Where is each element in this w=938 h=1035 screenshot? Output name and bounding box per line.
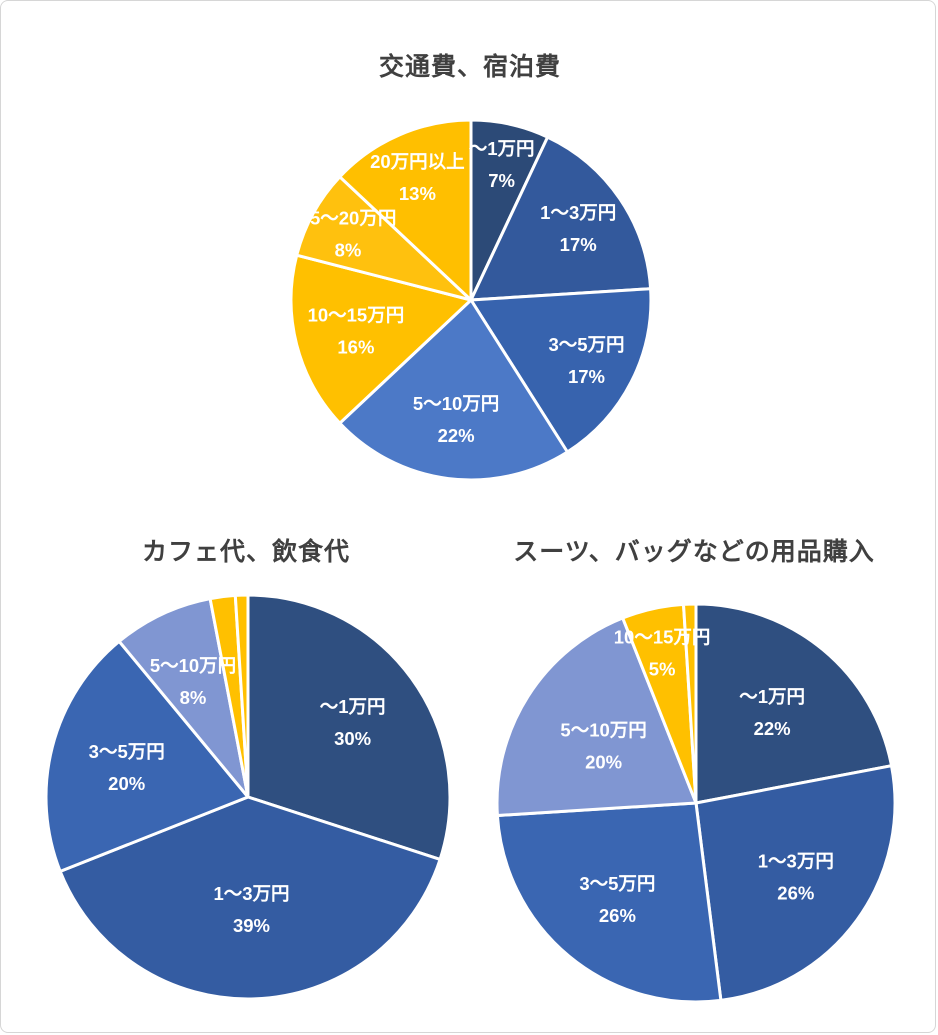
pie-slice <box>289 253 473 425</box>
pie-slice-label: 1～3万円 <box>540 202 616 223</box>
pie-slice-label: ～1万円 <box>469 138 535 159</box>
pie-slice <box>682 602 698 805</box>
pie-slice-label: 5～10万円 <box>413 393 499 414</box>
pie-slice <box>469 287 653 454</box>
pie-slice-label: 5～10万円 <box>150 655 236 676</box>
pie-slice-value: 17% <box>560 234 597 255</box>
pie-slice-label: 10～15万円 <box>614 627 711 648</box>
pie-slice <box>338 118 473 302</box>
pie-slice <box>246 593 452 861</box>
pie-slice-label: 1～3万円 <box>213 883 289 904</box>
pie-slice-label: 20万円以上 <box>370 151 465 172</box>
pie-slice-value: 16% <box>337 337 374 358</box>
pie-slice-label: 3～5万円 <box>579 873 655 894</box>
pie-slice-label: 3～5万円 <box>548 334 624 355</box>
pie-slice <box>233 593 250 799</box>
pie-slice-value: 20% <box>108 773 145 794</box>
pie-slice-value: 39% <box>233 915 270 936</box>
pie-slice-value: 17% <box>568 366 605 387</box>
chart1-title: 交通費、宿泊費 <box>378 53 561 81</box>
pie-slice-label: ～1万円 <box>320 696 386 717</box>
pie-slice <box>295 175 473 302</box>
pie-slice <box>117 597 250 799</box>
pie-slice-label: 1～3万円 <box>758 851 834 872</box>
pie-slice-value: 26% <box>777 883 814 904</box>
pie-slice <box>338 298 569 482</box>
pie-slice-value: 13% <box>399 183 436 204</box>
pie-slice <box>495 616 698 817</box>
pie-slice-value: 20% <box>585 751 622 772</box>
pie-slice <box>469 135 653 302</box>
pie-slice-value: 22% <box>438 425 475 446</box>
pie-slice-label: 5～10万円 <box>560 719 646 740</box>
pie-slice-value: 22% <box>754 718 791 739</box>
pie-slice-label: 3～5万円 <box>89 741 165 762</box>
pie-slice-label: ～1万円 <box>739 686 805 707</box>
chart2-pie: ～1万円 30% 1～3万円 39% 3～5万円 20% 5～10万円 8% <box>44 593 452 1001</box>
pie-slice-label: 10～15万円 <box>308 305 405 326</box>
pie-slice <box>58 795 442 1001</box>
chart3-pie: ～1万円 22% 1～3万円 26% 3～5万円 26% 5～10万円 20% 10～15万円 5… <box>495 602 897 1004</box>
pie-slice-value: 8% <box>180 687 207 708</box>
pie-slice <box>694 602 893 805</box>
pie-slice-value: 8% <box>335 239 362 260</box>
pie-slice <box>44 639 250 873</box>
pie-slice <box>694 764 897 1002</box>
chart1-pie: ～1万円 7% 1～3万円 17% 3～5万円 17% 5～10万円 22% 10～15万円 16… <box>289 118 653 482</box>
pie-slice-value: 7% <box>488 170 515 191</box>
pie-slice-value: 5% <box>649 659 676 680</box>
chart2-title: カフェ代、飲食代 <box>141 538 350 566</box>
pie-slice-value: 30% <box>334 728 371 749</box>
chart3-title: スーツ、バッグなどの用品購入 <box>513 538 875 566</box>
pie-slice-value: 26% <box>599 905 636 926</box>
pie-slice <box>495 801 723 1004</box>
pie-slice-label: 15～20万円 <box>300 207 397 228</box>
